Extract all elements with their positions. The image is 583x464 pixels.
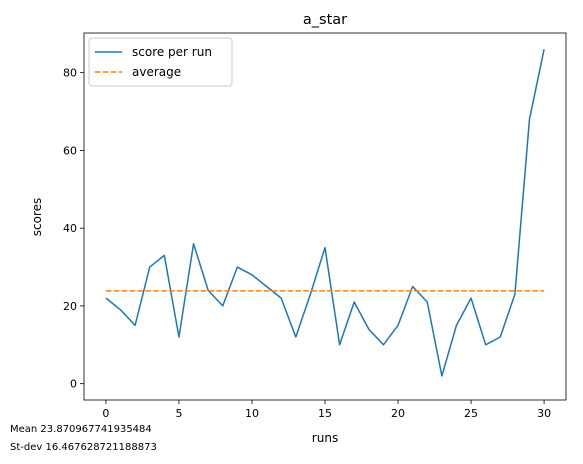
x-tick-label: 10 [245, 407, 259, 420]
legend-label: average [132, 65, 181, 79]
x-axis-label: runs [312, 431, 338, 445]
y-tick-label: 60 [63, 144, 77, 157]
legend: score per run average [88, 37, 233, 87]
x-tick-label: 0 [102, 407, 109, 420]
stdev-text: St-dev 16.467628721188873 [10, 442, 157, 453]
axes: 0 5 10 15 20 25 30 0 20 40 60 80 [63, 32, 567, 420]
x-tick-label: 15 [318, 407, 332, 420]
y-tick-label: 20 [63, 300, 77, 313]
y-tick-label: 40 [63, 222, 77, 235]
plot-area [105, 49, 545, 377]
chart-title: a_star [303, 12, 347, 28]
series-line-score-per-run [105, 49, 545, 377]
y-axis-label: scores [30, 198, 44, 237]
legend-label: score per run [132, 45, 212, 59]
y-tick-label: 0 [70, 378, 77, 391]
legend-box [88, 37, 233, 87]
x-tick-label: 5 [175, 407, 182, 420]
mean-text: Mean 23.870967741935484 [10, 424, 152, 435]
y-tick-label: 80 [63, 67, 77, 80]
x-tick-label: 30 [537, 407, 551, 420]
x-tick-label: 20 [391, 407, 405, 420]
x-tick-label: 25 [464, 407, 478, 420]
